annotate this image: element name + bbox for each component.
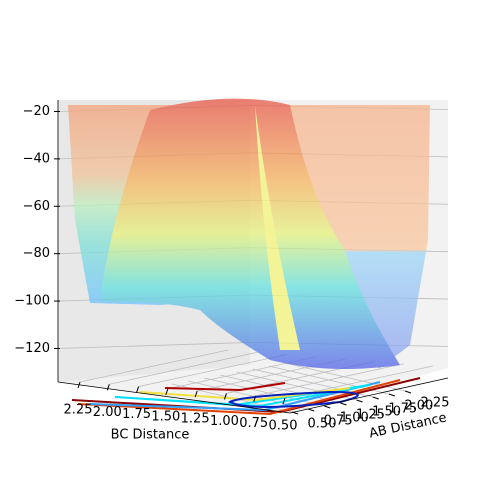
z-tick-label: −60 [23,199,50,214]
z-tick-label: −40 [23,151,50,166]
x-tick-label: 0.75 [239,416,268,431]
grid-line [79,349,229,383]
x-axis [57,381,291,414]
contour [114,384,371,408]
y-axis [289,377,449,414]
y-tick-label: 1.25 [356,408,385,423]
surface-ridge [255,105,300,350]
tick-mark [307,408,315,412]
tick-mark [291,411,299,415]
surface-center [100,98,400,370]
y-tick-label: 2.00 [404,399,433,414]
grid-line [268,365,389,395]
grid-line [109,351,258,385]
z-tick-label: −120 [14,341,50,356]
y-tick-label: 1.50 [372,405,401,420]
x-tick-label: 1.25 [181,412,210,427]
tick-mark [136,386,140,393]
x-tick-label: 1.75 [122,407,151,422]
x-axis-label: BC Distance [111,428,190,443]
tick-mark [253,395,257,402]
grid-line [57,342,251,349]
contour [77,379,401,416]
y-tick-label: 0.50 [308,417,337,432]
z-tick-label: −100 [14,294,50,309]
tick-mark [77,381,81,389]
grid-line [255,363,404,397]
tick-mark [282,397,286,405]
y-tick-label: 1.75 [388,402,417,417]
tick-mark [404,390,412,394]
contour [164,382,286,392]
tick-mark [106,384,110,391]
grid-line [138,354,287,387]
tick-mark [223,393,227,400]
x-tick-label: 2.00 [93,405,122,420]
x-tick-label: 1.50 [151,409,180,424]
tick-mark [372,396,379,400]
contour [227,390,359,408]
x-tick-label: 0.50 [269,419,298,434]
y-tick-label: 2.25 [421,396,450,411]
grid-line [236,371,357,401]
surface [68,98,430,370]
y-tick-label: 0.75 [324,414,353,429]
z-tick-label: −20 [23,104,50,119]
x-tick-label: 1.00 [210,414,239,429]
y-tick-label: 1.00 [340,411,369,426]
tick-mark [194,390,198,398]
tick-mark [388,393,396,397]
tick-mark [324,405,331,409]
z-tick-label: −80 [23,246,50,261]
tick-mark [165,388,169,396]
tick-mark [356,399,363,403]
grid-line [220,374,341,404]
x-tick-label: 2.25 [64,403,93,418]
tick-mark [340,402,347,406]
